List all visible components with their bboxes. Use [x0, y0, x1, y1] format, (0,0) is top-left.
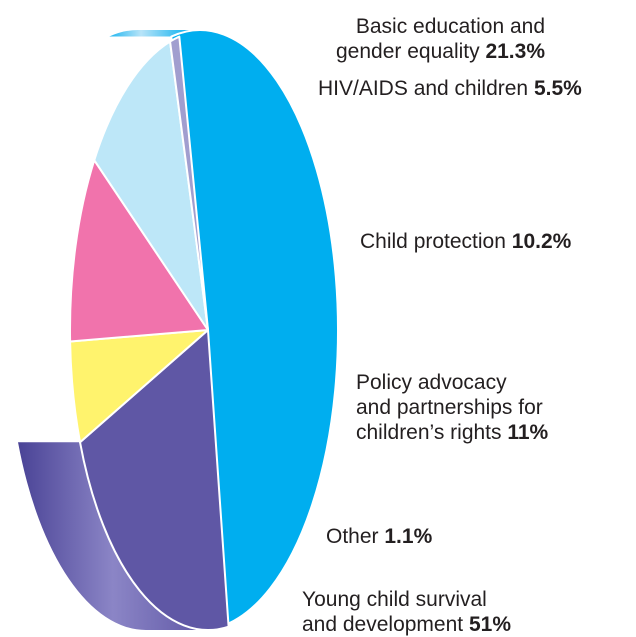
slice-label-policy-value: 11%: [507, 421, 549, 444]
slice-label-policy-name2: and partnerships for: [356, 396, 543, 419]
slice-label-protection-value: 10.2%: [511, 230, 572, 253]
slice-label-other: Other 1.1%: [326, 524, 432, 549]
slice-label-hiv-name: HIV/AIDS and children: [318, 77, 529, 100]
pie-side-basic: [18, 442, 208, 630]
slice-label-basic-line2: gender equality 21.3%: [240, 39, 545, 64]
slice-label-hiv: HIV/AIDS and children 5.5%: [318, 76, 582, 101]
pie-side-young: [109, 30, 200, 37]
slice-label-young-line2: and development 51%: [302, 612, 511, 637]
slice-label-basic-name2: gender equality: [336, 40, 480, 63]
slice-label-other-name: Other: [326, 525, 379, 548]
slice-label-policy-name: Policy advocacy: [356, 371, 507, 394]
slice-label-other-value: 1.1%: [384, 525, 433, 548]
slice-label-policy-line3: children’s rights 11%: [356, 420, 548, 445]
slice-label-protection: Child protection 10.2%: [360, 229, 571, 254]
pie-slice-other: [169, 35, 209, 331]
pie-slice-protection: [69, 159, 209, 343]
slice-label-basic-value: 21.3%: [485, 40, 545, 63]
pie-slice-policy: [93, 40, 209, 331]
slice-label-policy: Policy advocacy and partnerships for chi…: [356, 370, 548, 445]
slice-label-policy-name3: children’s rights: [356, 421, 502, 444]
slice-label-young: Young child survival and development 51%: [302, 587, 511, 637]
slice-label-hiv-value: 5.5%: [533, 77, 582, 100]
pie-slice-basic: [79, 329, 230, 631]
slice-label-protection-name: Child protection: [360, 230, 506, 253]
pie-side-layer: [18, 30, 208, 630]
pie-face-layer: [69, 29, 339, 631]
slice-label-young-value: 51%: [468, 613, 511, 636]
slice-label-basic: Basic education and gender equality 21.3…: [240, 14, 545, 64]
slice-label-basic-name: Basic education and: [355, 15, 545, 38]
slice-label-young-name: Young child survival: [302, 588, 487, 611]
slice-label-young-name2: and development: [302, 613, 464, 636]
